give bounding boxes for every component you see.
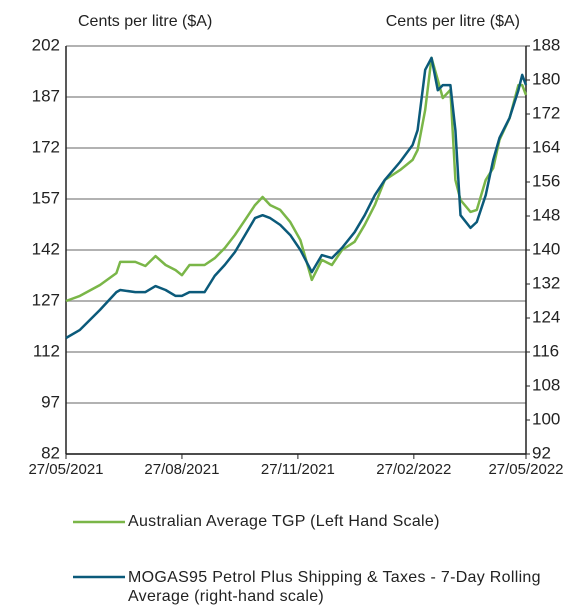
y-tick-label: 97 [41,392,60,411]
x-tick-label: 27/02/2022 [376,461,451,478]
y2-tick-label: 116 [532,341,559,360]
y-tick-label: 172 [32,137,60,156]
y-tick-label: 142 [32,239,60,258]
x-tick-label: 27/08/2021 [144,461,219,478]
y2-tick-label: 188 [532,35,560,54]
y-tick-label: 202 [32,35,60,54]
y2-tick-label: 108 [532,375,560,394]
y2-tick-label: 124 [532,307,560,326]
y2-tick-label: 180 [532,69,560,88]
y2-tick-label: 92 [532,443,551,462]
legend-label: MOGAS95 Petrol Plus Shipping & Taxes - 7… [128,569,541,605]
y2-tick-label: 148 [532,205,560,224]
y2-tick-label: 140 [532,239,560,258]
y2-tick-label: 156 [532,171,560,190]
y-tick-label: 187 [32,86,60,105]
x-tick-label: 27/11/2021 [261,461,335,478]
x-tick-label: 27/05/2021 [28,461,103,478]
y-tick-label: 157 [32,188,60,207]
y2-axis-label: Cents per litre ($A) [386,13,520,30]
y2-tick-label: 164 [532,137,560,156]
series-line [65,56,528,340]
y-axis-label: Cents per litre ($A) [78,13,212,30]
y2-tick-label: 100 [532,409,560,428]
y2-tick-label: 132 [532,273,560,292]
y2-tick-label: 172 [532,103,560,122]
series-line [65,56,528,303]
y-tick-label: 82 [41,443,60,462]
y-tick-label: 127 [32,290,60,309]
x-tick-label: 27/05/2022 [488,461,563,478]
legend-label: Australian Average TGP (Left Hand Scale) [128,513,440,530]
y-tick-label: 112 [33,341,60,360]
